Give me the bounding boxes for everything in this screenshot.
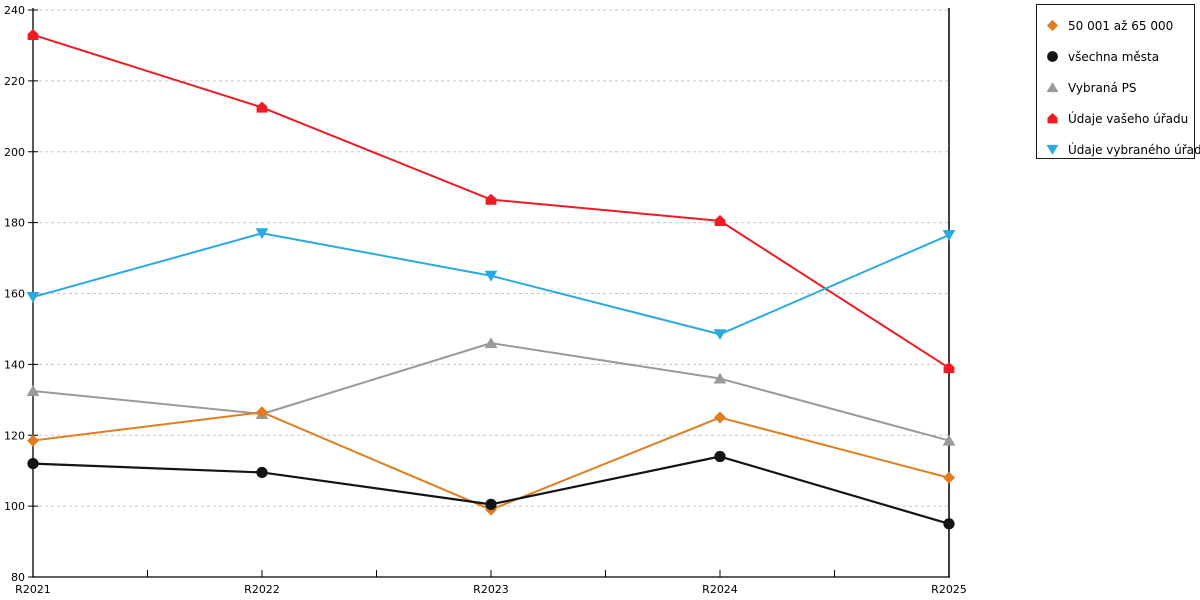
legend-label: všechna města [1068, 49, 1160, 64]
legend: 50 001 až 65 000 všechna města Vybraná PS Ú… [1036, 4, 1200, 159]
legend-label: 50 001 až 65 000 [1068, 18, 1174, 33]
diamond-legend-marker-icon [1046, 19, 1059, 32]
data-point-marker [713, 329, 727, 341]
legend-item-2: Vybraná PS [1037, 72, 1194, 103]
pentagon-legend-marker-icon [1047, 113, 1058, 124]
legend-item-0: 50 001 až 65 000 [1037, 10, 1194, 41]
y-axis-label: 120 [4, 429, 25, 442]
legend-item-4: Údaje vybraného úřadu [1037, 134, 1200, 165]
data-point-marker [485, 498, 497, 510]
y-axis-label: 240 [4, 4, 25, 17]
y-axis-label: 160 [4, 288, 25, 301]
data-point-marker [484, 337, 498, 349]
x-axis-label: R2023 [473, 583, 509, 596]
series-line-0 [32, 411, 950, 511]
y-axis-label: 80 [11, 571, 25, 584]
data-point-marker [256, 406, 268, 419]
x-axis-label: R2022 [244, 583, 280, 596]
data-point-marker [942, 434, 956, 446]
data-point-marker [943, 471, 955, 484]
data-point-marker [27, 458, 39, 470]
data-point-marker [27, 29, 39, 41]
data-point-marker [943, 362, 955, 374]
legend-label: Údaje vybraného úřadu [1068, 142, 1200, 157]
data-point-marker [714, 450, 726, 463]
y-axis-label: 220 [4, 75, 25, 88]
series-line-2 [32, 342, 950, 442]
data-point-marker [713, 372, 727, 384]
data-point-marker [26, 385, 40, 396]
x-axis-label: R2021 [15, 583, 51, 596]
y-axis-label: 100 [4, 500, 25, 513]
data-point-marker [714, 411, 726, 424]
data-point-marker [714, 215, 726, 227]
legend-item-1: všechna města [1037, 41, 1194, 72]
y-axis-label: 180 [4, 217, 25, 230]
circle-legend-marker-icon [1047, 51, 1058, 62]
data-point-marker [27, 434, 39, 447]
legend-label: Údaje vašeho úřadu [1068, 111, 1189, 126]
data-point-marker [942, 230, 956, 241]
y-axis-label: 140 [4, 358, 25, 371]
triangle-up-legend-marker-icon [1046, 82, 1059, 93]
series-line-4 [32, 232, 950, 336]
data-point-marker [484, 270, 498, 282]
data-point-marker [255, 228, 269, 240]
legend-label: Vybraná PS [1068, 80, 1137, 95]
x-axis-label: R2025 [931, 583, 967, 596]
triangle-down-legend-marker-icon [1046, 144, 1059, 155]
data-point-marker [485, 193, 497, 205]
data-point-marker [256, 466, 268, 479]
x-axis-label: R2024 [702, 583, 738, 596]
legend-item-3: Údaje vašeho úřadu [1037, 103, 1194, 134]
data-point-marker [943, 518, 955, 530]
y-axis-label: 200 [4, 146, 25, 159]
data-point-marker [256, 101, 268, 113]
data-point-marker [26, 292, 40, 303]
